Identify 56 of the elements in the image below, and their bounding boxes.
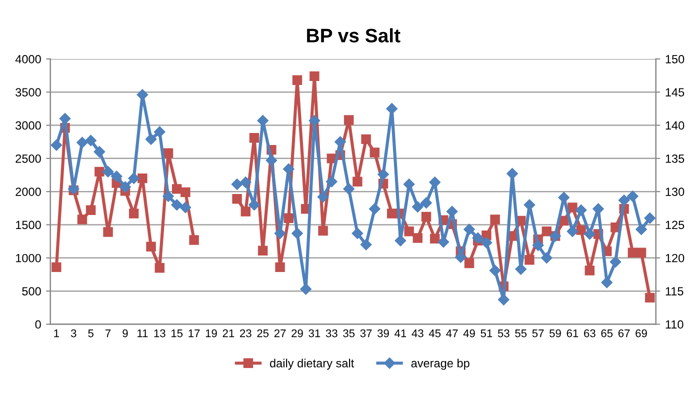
x-tick-label: 43 — [412, 329, 424, 338]
y-tick-label: 0 — [35, 320, 41, 329]
y2-tick-label: 130 — [666, 188, 684, 196]
x-tick-label: 17 — [188, 329, 200, 338]
y2-tick-label: 110 — [666, 320, 684, 329]
x-tick-label: 23 — [240, 329, 252, 338]
legend-label: average bp — [411, 358, 470, 370]
x-tick-label: 69 — [636, 329, 647, 338]
x-tick-label: 27 — [274, 329, 286, 338]
x-tick-label: 11 — [138, 329, 148, 338]
x-tick-label: 65 — [601, 329, 613, 338]
legend-label: daily dietary salt — [270, 358, 354, 370]
x-tick-label: 21 — [222, 329, 234, 338]
y2-tick-label: 150 — [666, 54, 684, 64]
x-tick-label: 1 — [54, 329, 59, 338]
x-tick-label: 31 — [308, 329, 320, 338]
x-tick-label: 59 — [550, 329, 561, 338]
chart-title: BP vs Salt — [307, 28, 400, 42]
x-tick-label: 25 — [257, 329, 269, 338]
y-tick-label: 2000 — [16, 188, 41, 196]
x-tick-label: 57 — [532, 329, 544, 338]
x-tick-label: 39 — [378, 329, 389, 338]
y-tick-label: 2500 — [16, 154, 41, 163]
x-tick-label: 53 — [498, 329, 510, 338]
x-tick-label: 3 — [70, 329, 76, 338]
x-tick-label: 49 — [463, 329, 475, 338]
x-tick-label: 13 — [154, 329, 166, 338]
y-tick-label: 3500 — [16, 88, 41, 97]
y2-tick-label: 140 — [666, 121, 684, 130]
x-tick-label: 55 — [515, 329, 527, 338]
y-tick-label: 4000 — [15, 54, 41, 64]
y2-tick-label: 135 — [666, 154, 684, 163]
x-tick-label: 29 — [292, 329, 303, 338]
x-tick-label: 15 — [172, 329, 183, 338]
x-tick-label: 9 — [122, 329, 128, 338]
x-tick-label: 41 — [394, 329, 406, 338]
x-tick-label: 45 — [428, 329, 441, 338]
y2-tick-label: 115 — [666, 287, 684, 296]
y-tick-label: 3000 — [16, 121, 41, 130]
x-tick-label: 63 — [584, 329, 596, 338]
y2-tick-label: 120 — [666, 254, 684, 262]
x-tick-label: 37 — [360, 329, 372, 338]
x-tick-label: 5 — [88, 329, 94, 338]
x-tick-label: 35 — [343, 329, 355, 338]
y-tick-label: 500 — [22, 287, 41, 296]
x-tick-label: 33 — [326, 329, 338, 338]
y2-tick-label: 125 — [666, 220, 684, 230]
y-tick-label: 1500 — [16, 220, 41, 230]
y-tick-label: 1000 — [16, 254, 41, 262]
x-tick-label: 19 — [206, 329, 217, 338]
x-tick-label: 51 — [480, 329, 492, 338]
x-tick-label: 61 — [566, 329, 578, 338]
x-tick-label: 67 — [618, 329, 630, 338]
y2-tick-label: 145 — [666, 88, 684, 97]
x-tick-label: 47 — [446, 329, 458, 338]
x-tick-label: 7 — [106, 329, 111, 338]
